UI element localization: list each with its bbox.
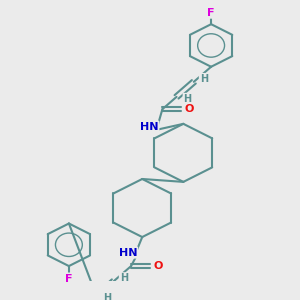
Text: HN: HN	[118, 248, 137, 257]
Text: O: O	[184, 104, 194, 114]
Text: HN: HN	[140, 122, 158, 132]
Text: F: F	[207, 8, 215, 18]
Text: H: H	[184, 94, 192, 104]
Text: F: F	[65, 274, 73, 284]
Text: H: H	[103, 293, 112, 300]
Text: O: O	[153, 261, 163, 271]
Text: H: H	[120, 273, 128, 283]
Text: H: H	[200, 74, 208, 84]
